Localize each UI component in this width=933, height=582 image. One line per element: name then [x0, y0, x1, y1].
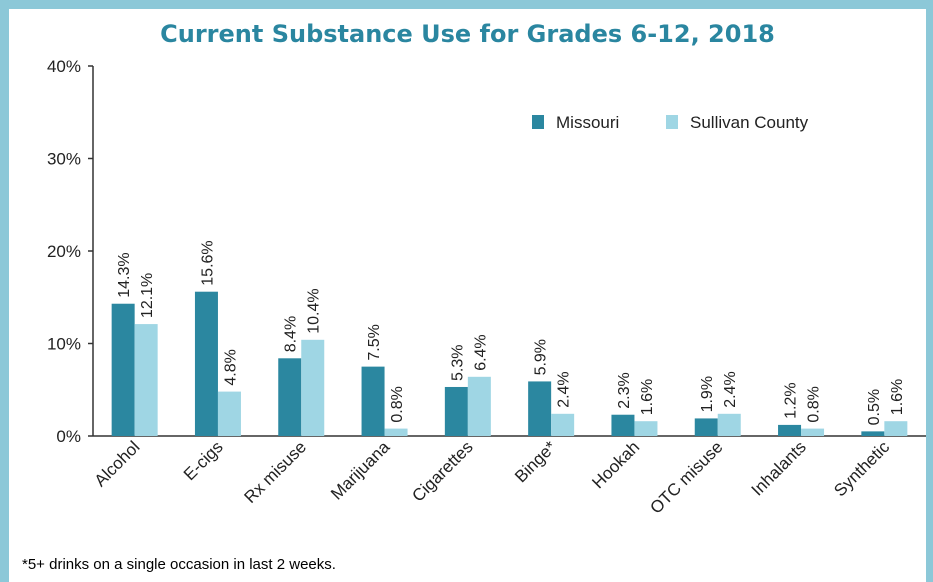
bar-missouri: [444, 386, 468, 436]
data-label: 12.1%: [139, 273, 156, 318]
data-label: 2.4%: [722, 371, 739, 407]
data-label: 5.9%: [533, 339, 550, 375]
frame-left-border: [0, 0, 9, 582]
y-tick-label: 20%: [47, 242, 81, 261]
bar-missouri: [194, 291, 218, 436]
legend-swatch-sullivan-county: [666, 115, 678, 129]
y-tick-label: 0%: [56, 427, 81, 446]
x-tick-label: Rx misuse: [241, 437, 311, 507]
bar-sullivan-county: [134, 324, 158, 436]
data-label: 0.5%: [866, 389, 883, 425]
data-label: 15.6%: [199, 240, 216, 285]
data-label: 14.3%: [116, 252, 133, 297]
x-tick-label: OTC misuse: [646, 437, 726, 517]
bar-missouri: [111, 303, 135, 436]
x-tick-label: E-cigs: [180, 437, 227, 484]
bar-missouri: [528, 381, 552, 436]
data-label: 4.8%: [222, 349, 239, 385]
footnote: *5+ drinks on a single occasion in last …: [22, 556, 336, 573]
y-tick-label: 30%: [47, 150, 81, 169]
bar-sullivan-county: [384, 428, 408, 436]
x-tick-label: Alcohol: [91, 437, 144, 490]
y-tick-label: 40%: [47, 57, 81, 76]
x-tick-label: Synthetic: [830, 437, 893, 500]
legend-label: Missouri: [556, 113, 619, 132]
data-label: 8.4%: [283, 316, 300, 352]
data-label: 1.6%: [639, 379, 656, 415]
data-label: 7.5%: [366, 324, 383, 360]
bar-sullivan-county: [634, 421, 658, 436]
data-label: 6.4%: [472, 334, 489, 370]
legend-label: Sullivan County: [690, 113, 809, 132]
data-label: 2.4%: [556, 371, 573, 407]
legend-swatch-missouri: [532, 115, 544, 129]
bar-sullivan-county: [551, 413, 575, 436]
data-label: 10.4%: [306, 288, 323, 333]
bar-missouri: [361, 366, 385, 436]
data-label: 5.3%: [449, 345, 466, 381]
frame-right-border: [926, 0, 933, 582]
y-tick-label: 10%: [47, 335, 81, 354]
x-tick-label: Marijuana: [327, 437, 394, 504]
x-tick-label: Binge*: [511, 437, 560, 486]
data-label: 1.9%: [699, 376, 716, 412]
frame-top-border: [0, 0, 933, 9]
bar-missouri: [778, 424, 802, 436]
bar-missouri: [694, 418, 718, 436]
data-label: 1.2%: [783, 382, 800, 418]
bar-missouri: [861, 431, 885, 436]
bar-sullivan-county: [801, 428, 825, 436]
bar-missouri: [611, 414, 635, 436]
data-label: 0.8%: [389, 386, 406, 422]
data-label: 2.3%: [616, 372, 633, 408]
chart-title: Current Substance Use for Grades 6-12, 2…: [160, 20, 775, 48]
bar-sullivan-county: [717, 413, 741, 436]
data-label: 1.6%: [889, 379, 906, 415]
bar-sullivan-county: [217, 391, 241, 436]
x-tick-label: Hookah: [588, 437, 643, 492]
x-tick-label: Inhalants: [748, 437, 810, 499]
bar-sullivan-county: [301, 339, 325, 436]
bar-missouri: [278, 358, 302, 436]
x-tick-label: Cigarettes: [408, 437, 476, 505]
bar-sullivan-county: [467, 376, 491, 436]
bar-sullivan-county: [884, 421, 908, 436]
data-label: 0.8%: [806, 386, 823, 422]
